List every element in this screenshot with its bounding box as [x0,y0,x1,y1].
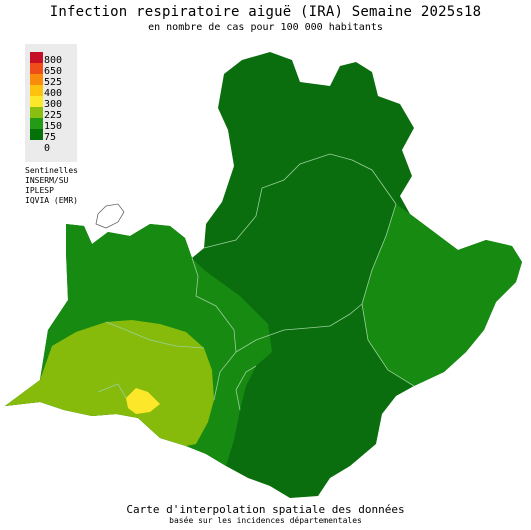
legend-item: 0 [30,140,74,154]
map-subtitle: en nombre de cas pour 100 000 habitants [148,22,383,33]
region-medium-green-east [362,204,522,386]
source-iqvia: IQVIA (EMR) [25,196,78,205]
footer-line1: Carte d'interpolation spatiale des donné… [126,503,405,516]
legend-label: 225 [44,110,63,121]
legend-item: 150 [30,118,74,132]
region-yellow-green [5,320,214,446]
legend-swatch [30,129,43,140]
legend-swatch [30,63,43,74]
legend-label: 800 [44,55,63,66]
legend-item: 525 [30,74,74,88]
source-iplesp: IPLESP [25,186,54,195]
legend-item: 400 [30,85,74,99]
legend: 800 650 525 400 300 225 150 75 0 [25,44,77,162]
legend-item: 225 [30,107,74,121]
legend-swatch [30,74,43,85]
legend-item: 800 [30,52,74,66]
legend-swatch [30,107,43,118]
legend-swatch [30,96,43,107]
map-title: Infection respiratoire aiguë (IRA) Semai… [49,4,482,20]
legend-label: 75 [44,132,57,143]
legend-swatch [30,118,43,129]
legend-item: 650 [30,63,74,77]
legend-label: 650 [44,66,63,77]
legend-swatch [30,85,43,96]
footer-line2: basée sur les incidences départementales [169,516,362,525]
legend-label: 525 [44,77,63,88]
region-yellow [126,388,160,414]
legend-label: 150 [44,121,63,132]
department-borders [97,153,415,411]
legend-label: 0 [44,143,51,154]
source-inserm: INSERM/SU [25,176,69,185]
legend-label: 400 [44,88,63,99]
legend-item: 300 [30,96,74,110]
legend-swatch [30,52,43,63]
legend-item: 75 [30,129,74,143]
sources-list: Sentinelles INSERM/SU IPLESP IQVIA (EMR) [25,166,78,206]
source-sentinelles: Sentinelles [25,166,78,175]
legend-label: 300 [44,99,63,110]
enclave-outline [95,203,125,229]
